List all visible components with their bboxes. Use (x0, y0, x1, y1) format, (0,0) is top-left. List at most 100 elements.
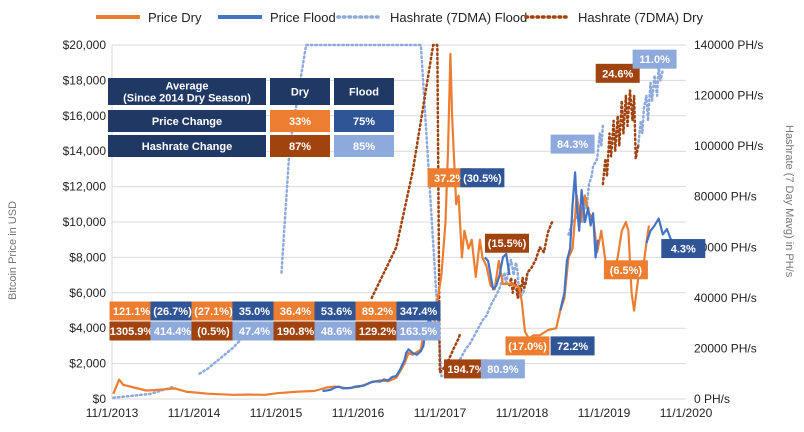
summary-table: Average(Since 2014 Dry Season) Dry Flood Pr… (108, 78, 394, 157)
annotation-label: (26.7%) (153, 306, 192, 318)
y-tick-label: $14,000 (63, 144, 107, 158)
annotation-box (480, 359, 525, 379)
annotation-box (632, 49, 677, 69)
y-tick-label: $4,000 (69, 321, 106, 335)
annotation-label: 24.6% (602, 68, 633, 80)
table-row-dry (270, 135, 330, 157)
annotation-box (109, 301, 154, 321)
y-tick-label: $2,000 (69, 357, 106, 371)
x-tick-label: 11/1/2018 (496, 406, 549, 420)
annotation-label: 1305.9% (110, 326, 154, 338)
table-cell-text: Hashrate Change (142, 141, 232, 153)
annotation-box (109, 321, 154, 341)
annotation-label: (30.5%) (463, 173, 502, 185)
table-row-label (108, 110, 266, 132)
series-line (484, 252, 511, 291)
y-tick-label: $10,000 (63, 215, 107, 229)
y2-tick-label: 140000 PH/s (694, 38, 763, 52)
table-cell-text: Flood (349, 87, 379, 99)
table-cell-text: 87% (289, 141, 311, 153)
x-tick-label: 11/1/2020 (660, 406, 713, 420)
annotation-label: 53.6% (321, 306, 352, 318)
series-line (559, 171, 600, 311)
annotation-box (232, 301, 277, 321)
y2-tick-label: 60000 PH/s (694, 240, 757, 254)
table-cell-text: 85% (353, 141, 375, 153)
annotation-box (396, 301, 441, 321)
x-tick-label: 11/1/2013 (86, 406, 139, 420)
y-tick-label: $8,000 (69, 250, 106, 264)
annotation-box (355, 321, 400, 341)
y-tick-label: $6,000 (69, 286, 106, 300)
annotation-label: 11.0% (639, 54, 670, 66)
annotation-label: 36.4% (280, 306, 311, 318)
x-tick-label: 11/1/2019 (578, 406, 631, 420)
annotation-label: (6.5%) (610, 265, 643, 277)
annotation-label: 89.2% (362, 306, 393, 318)
annotation-label: 194.7% (447, 364, 485, 376)
y2-tick-label: 80000 PH/s (694, 190, 757, 204)
y-tick-label: $12,000 (63, 180, 107, 194)
y2-axis-title: Hashrate (7 Day Mavg) in PH/s (783, 125, 795, 278)
annotation-label: (17.0%) (508, 341, 547, 353)
legend-label: Price Dry (148, 10, 202, 25)
annotation-box (232, 321, 277, 341)
table-header-label (108, 78, 266, 105)
table-cell-text: Dry (291, 87, 310, 99)
annotation-labels: 121.1% (26.7%) (27.1%) 35.0% 36.4% 53.6% 89.2%… (109, 49, 706, 379)
table-row-flood (334, 110, 394, 132)
right-axis-ticks: 0 PH/s 20000 PH/s 40000 PH/s 60000 PH/s 8000… (694, 38, 763, 406)
y-tick-label: $16,000 (63, 109, 107, 123)
y-tick-label: $0 (93, 392, 107, 406)
annotation-box (603, 260, 648, 280)
annotation-label: (27.1%) (194, 306, 233, 318)
table-row-label (108, 135, 266, 157)
annotation-label: 163.5% (400, 326, 438, 338)
annotation-box (396, 321, 441, 341)
annotation-box (314, 321, 359, 341)
annotation-label: 4.3% (671, 244, 696, 256)
annotation-box (150, 321, 195, 341)
x-tick-label: 11/1/2015 (250, 406, 303, 420)
annotation-box (595, 63, 640, 83)
annotation-box (273, 301, 318, 321)
series-line (280, 43, 529, 378)
legend-label: Hashrate (7DMA) Dry (578, 10, 703, 25)
annotation-box (150, 301, 195, 321)
annotation-label: 35.0% (239, 306, 270, 318)
annotation-label: 121.1% (113, 306, 151, 318)
x-axis-ticks: 11/1/2013 11/1/2014 11/1/2015 11/1/2016 11/1… (86, 406, 713, 420)
annotation-label: 190.8% (277, 326, 315, 338)
annotation-box (460, 168, 505, 188)
table-cell-text: Price Change (152, 116, 222, 128)
annotation-box (484, 233, 529, 253)
table-header-flood (334, 78, 394, 105)
y2-tick-label: 120000 PH/s (694, 89, 763, 103)
annotation-label: 414.4% (154, 326, 192, 338)
table-header-dry (270, 78, 330, 105)
annotation-box (661, 239, 706, 259)
annotation-label: 129.2% (359, 326, 397, 338)
legend-label: Hashrate (7DMA) Flood (390, 10, 527, 25)
y2-tick-label: 100000 PH/s (694, 139, 763, 153)
annotation-box (273, 321, 318, 341)
series-line (645, 217, 675, 248)
legend: Price Dry Price Flood Hashrate (7DMA) Floo… (96, 10, 703, 25)
annotation-label: (0.5%) (197, 326, 230, 338)
annotation-label: 72.2% (557, 341, 588, 353)
series-line (636, 63, 665, 148)
y-tick-label: $20,000 (63, 38, 107, 52)
series-line (370, 43, 462, 374)
annotation-label: 84.3% (557, 139, 588, 151)
annotation-box (550, 336, 595, 356)
annotation-box (443, 359, 488, 379)
legend-label: Price Flood (270, 10, 336, 25)
annotation-label: 37.2% (434, 173, 465, 185)
annotation-label: (15.5%) (488, 238, 527, 250)
annotation-box (550, 134, 595, 154)
x-tick-label: 11/1/2016 (332, 406, 385, 420)
y2-tick-label: 0 PH/s (694, 392, 730, 406)
annotation-box (191, 321, 236, 341)
annotation-box (355, 301, 400, 321)
